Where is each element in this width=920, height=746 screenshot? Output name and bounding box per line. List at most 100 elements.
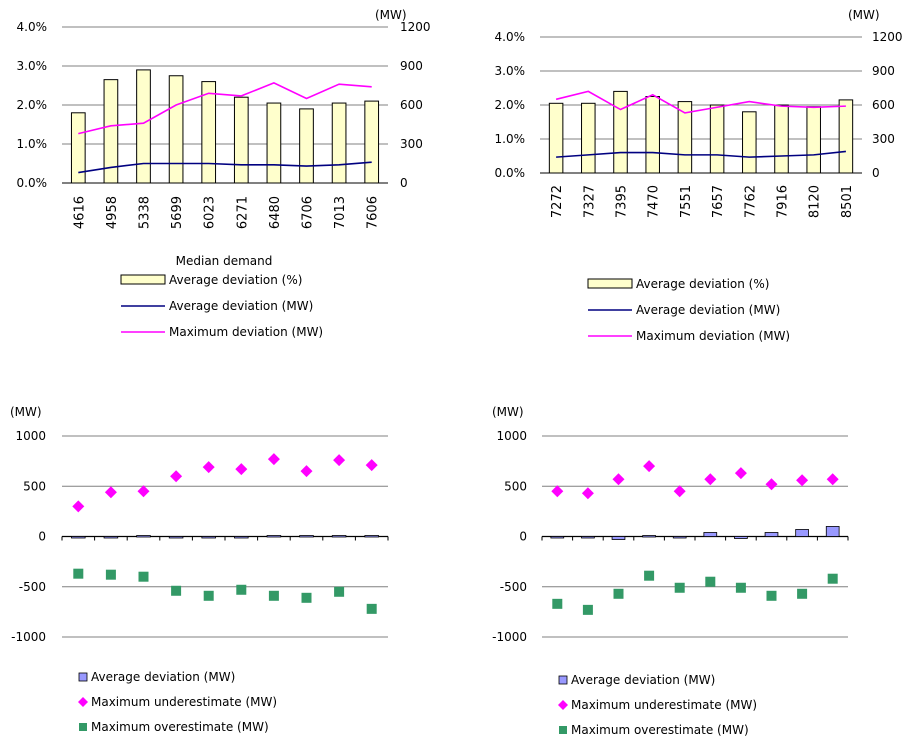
y-tick-label: 3.0% (17, 59, 48, 73)
square-marker (171, 585, 182, 596)
y-tick-label: 1.0% (17, 137, 48, 151)
bar (734, 536, 748, 539)
legend: Average deviation (MW) Maximum underestim… (78, 670, 277, 734)
chart-panel-top-right: 0.0% 1.0% 2.0% 3.0% 4.0% 0 300 600 900 1200 (MW) 72… (495, 8, 903, 343)
bar (266, 102, 282, 184)
y2-tick-label: 300 (400, 137, 423, 151)
x-tick-label: 7327 (582, 185, 597, 218)
legend-label: Average deviation (MW) (91, 670, 235, 684)
y-tick-label: 4.0% (495, 30, 526, 44)
y-tick-label: -1000 (492, 630, 527, 644)
legend-label: Maximum deviation (MW) (169, 325, 323, 339)
y-tick-label: -1000 (11, 630, 46, 644)
x-tick-label: 7657 (711, 185, 726, 218)
legend-label: Maximum overestimate (MW) (91, 720, 269, 734)
y-tick-label: -500 (500, 580, 527, 594)
bar (234, 536, 249, 539)
y2-tick-label: 900 (400, 59, 423, 73)
bar (581, 536, 595, 539)
bar (331, 535, 347, 538)
bar (168, 536, 184, 539)
diamond-marker (581, 487, 594, 500)
bar (774, 104, 789, 174)
diamond-marker (612, 473, 625, 486)
diamond-marker (267, 453, 280, 466)
x-tick-label: 8120 (808, 185, 823, 218)
square-marker (735, 582, 746, 593)
x-tick-label: 7762 (743, 185, 758, 218)
y-tick-label: 0 (38, 530, 46, 544)
legend-swatch (558, 700, 568, 710)
y2-tick-label: 1200 (400, 20, 431, 34)
x-tick-label: 7470 (647, 185, 662, 218)
bar (581, 102, 596, 174)
x-tick-label: 6706 (301, 196, 316, 229)
diamond-marker (300, 465, 313, 478)
bar (136, 535, 151, 538)
bar (742, 111, 757, 174)
bar (550, 536, 565, 539)
square-marker (582, 604, 593, 615)
series-line (78, 161, 372, 174)
square-marker (613, 588, 624, 599)
square-marker (301, 592, 312, 603)
x-tick-label: 5699 (170, 196, 185, 229)
legend-label: Average deviation (MW) (169, 299, 313, 313)
legend-label: Maximum overestimate (MW) (571, 723, 749, 737)
y-tick-label: 1000 (496, 429, 527, 443)
x-tick-label: 7013 (333, 196, 348, 229)
legend-label: Maximum underestimate (MW) (571, 698, 757, 712)
diamond-marker (673, 485, 686, 498)
square-marker (138, 571, 149, 582)
diamond-marker (765, 478, 778, 491)
square-marker (236, 584, 247, 595)
y-tick-label: 1.0% (495, 132, 526, 146)
legend-swatch (558, 675, 568, 685)
bar (331, 102, 347, 184)
bar (795, 529, 809, 537)
square-marker (766, 590, 777, 601)
square-marker (552, 598, 563, 609)
chart-panel-bottom-right: 1000 500 0 -500 -1000 (MW) Average deviation (… (492, 405, 849, 737)
y-tick-label: 1000 (15, 429, 46, 443)
x-tick-label: 5338 (138, 196, 153, 229)
diamond-marker (170, 470, 183, 483)
bar (299, 535, 314, 538)
x-tick-label: 4958 (105, 196, 120, 229)
bar (613, 90, 628, 174)
legend-label: Average deviation (MW) (636, 303, 780, 317)
square-marker (73, 568, 84, 579)
bar (299, 108, 314, 184)
diamond-marker (137, 485, 150, 498)
square-marker (334, 586, 345, 597)
diamond-marker (235, 463, 248, 476)
bar (364, 535, 379, 538)
bar (709, 104, 725, 174)
series-line (556, 150, 846, 158)
diamond-marker (72, 500, 85, 513)
legend-label: Average deviation (%) (636, 277, 769, 291)
square-marker (105, 569, 116, 580)
series-line (78, 82, 372, 135)
bar (806, 106, 821, 174)
x-tick-label: 7395 (615, 185, 630, 218)
bar (364, 100, 380, 184)
square-marker (674, 582, 685, 593)
bar (71, 536, 86, 539)
diamond-marker (643, 460, 656, 473)
square-marker (827, 573, 838, 584)
x-tick-label: 8501 (840, 185, 855, 218)
square-marker (644, 570, 655, 581)
x-tick-label: 6271 (235, 196, 250, 229)
legend-label: Maximum deviation (MW) (636, 329, 790, 343)
chart-panel-bottom-left: 1000 500 0 -500 -1000 (MW) Average deviation (… (10, 405, 389, 734)
legend: Average deviation (%) Average deviation (… (120, 273, 323, 339)
bar (233, 96, 249, 184)
bar (764, 532, 779, 537)
diamond-marker (202, 461, 215, 474)
square-marker (203, 590, 214, 601)
legend-swatch (78, 672, 88, 682)
square-marker (797, 588, 808, 599)
bar (168, 75, 184, 184)
